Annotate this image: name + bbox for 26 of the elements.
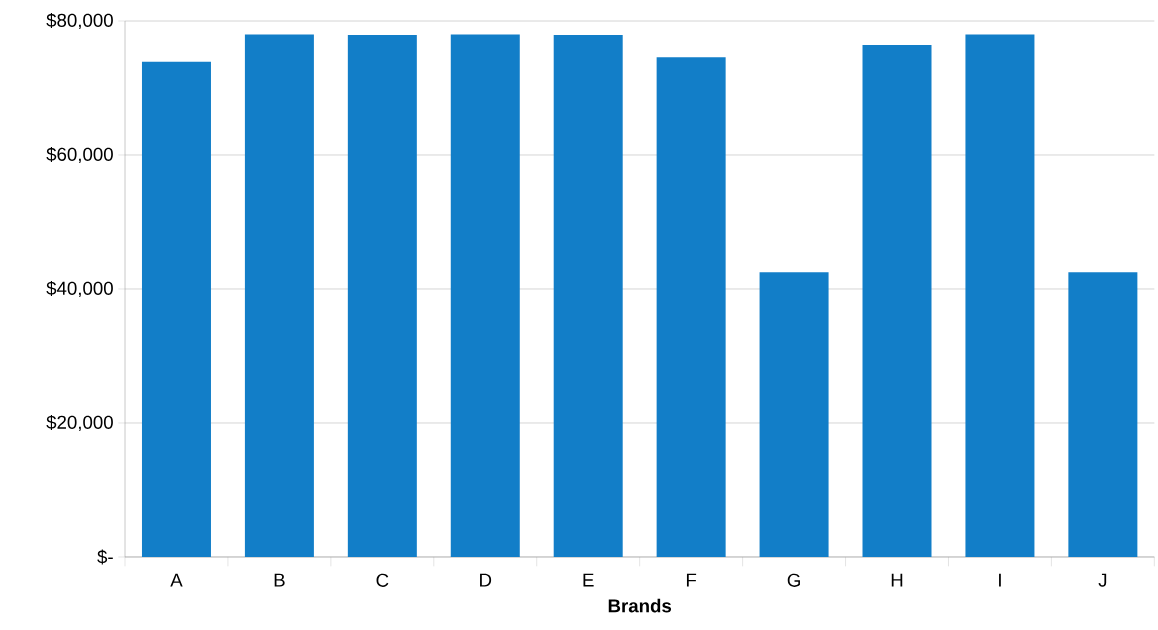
x-tick-label: H — [891, 573, 903, 587]
x-tick-label: A — [170, 573, 183, 587]
x-tick-label: J — [1098, 573, 1107, 587]
bar — [244, 34, 314, 557]
x-tick-label: F — [686, 573, 697, 587]
x-tick-label: D — [480, 573, 492, 587]
y-tick-label: $- — [97, 549, 113, 565]
bar — [656, 57, 726, 557]
bar — [553, 35, 623, 557]
bar — [450, 34, 520, 557]
bar — [347, 35, 417, 557]
bar — [141, 61, 211, 557]
x-tick-label: C — [376, 573, 389, 587]
x-tick-label: E — [583, 573, 594, 587]
bar — [862, 45, 932, 557]
bar — [759, 272, 829, 557]
y-tick-label: $40,000 — [46, 280, 113, 298]
y-tick-label: $60,000 — [46, 146, 113, 164]
x-tick-label: I — [999, 573, 1001, 587]
y-tick-label: $20,000 — [46, 414, 113, 432]
bar — [1068, 272, 1138, 557]
x-axis-title: Brands — [608, 598, 672, 613]
x-tick-label: G — [787, 573, 800, 587]
bar — [965, 34, 1035, 557]
y-tick-label: $80,000 — [46, 12, 113, 30]
x-tick-label: B — [274, 573, 285, 587]
